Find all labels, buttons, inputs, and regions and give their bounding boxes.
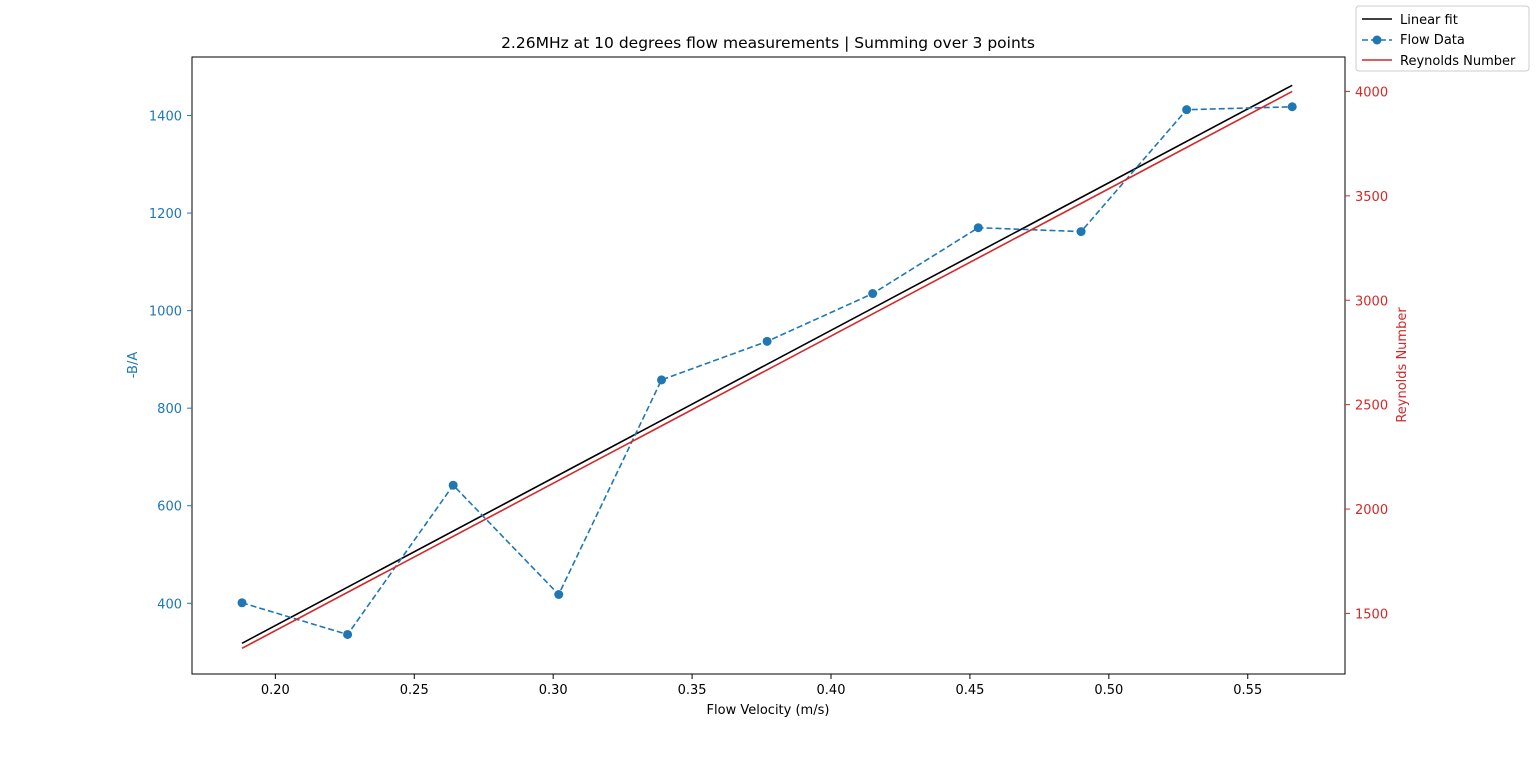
plot-frame — [191, 56, 1346, 675]
flow-data-point — [973, 223, 983, 233]
legend-label-flow-data: Flow Data — [1400, 33, 1465, 48]
x-tick-label: 0.20 — [261, 683, 290, 698]
x-axis-ticks: 0.20 0.25 0.30 0.35 0.40 0.45 0.50 0.55 — [261, 674, 1262, 698]
x-tick-label: 0.25 — [400, 683, 429, 698]
x-tick-label: 0.50 — [1094, 683, 1123, 698]
y2-tick-label: 1500 — [1355, 607, 1388, 622]
y2-tick-label: 3000 — [1355, 294, 1388, 309]
y-tick-label: 1200 — [149, 207, 182, 222]
legend-label-reynolds: Reynolds Number — [1400, 54, 1516, 69]
flow-data-layer — [237, 102, 1297, 639]
x-tick-label: 0.35 — [678, 683, 707, 698]
flow-data-point — [762, 336, 772, 346]
legend: Linear fit Flow Data Reynolds Number — [1355, 5, 1530, 72]
y-tick-label: 800 — [157, 402, 182, 417]
x-axis-label: Flow Velocity (m/s) — [707, 703, 830, 718]
y2-tick-label: 2500 — [1355, 399, 1388, 414]
y-tick-label: 1000 — [149, 305, 182, 320]
y2-tick-label: 3500 — [1355, 190, 1388, 205]
x-tick-label: 0.30 — [539, 683, 568, 698]
flow-data-point — [554, 589, 564, 599]
flow-data-point — [448, 480, 458, 490]
flow-data-point — [657, 375, 667, 385]
flow-data-point — [1182, 105, 1192, 115]
legend-marker-flow-data — [1372, 35, 1382, 45]
flow-data-point — [868, 289, 878, 299]
y-tick-label: 600 — [157, 500, 182, 515]
y-axis-label: -B/A — [126, 352, 141, 379]
x-tick-label: 0.55 — [1233, 683, 1262, 698]
x-tick-label: 0.40 — [817, 683, 846, 698]
flow-data-point — [237, 598, 247, 608]
y2-axis-ticks: 1500 2000 2500 3000 3500 4000 — [1345, 85, 1388, 622]
reynolds-line — [241, 90, 1293, 650]
y-axis-ticks: 400 600 800 1000 1200 1400 — [149, 110, 192, 612]
legend-label-linear-fit: Linear fit — [1400, 13, 1458, 28]
y-tick-label: 1400 — [149, 110, 182, 125]
legend-frame — [1355, 5, 1530, 72]
reynolds-layer — [241, 90, 1293, 650]
linear-fit-line — [241, 84, 1293, 644]
chart-title: 2.26MHz at 10 degrees flow measurements … — [501, 34, 1035, 52]
x-tick-label: 0.45 — [955, 683, 984, 698]
flow-data-point — [1076, 227, 1086, 237]
flow-data-point — [1287, 102, 1297, 112]
linear-fit-layer — [241, 84, 1293, 644]
y-tick-label: 400 — [157, 597, 182, 612]
y2-axis-label: Reynolds Number — [1395, 307, 1410, 423]
flow-data-point — [343, 629, 353, 639]
y2-tick-label: 2000 — [1355, 503, 1388, 518]
y2-tick-label: 4000 — [1355, 85, 1388, 100]
